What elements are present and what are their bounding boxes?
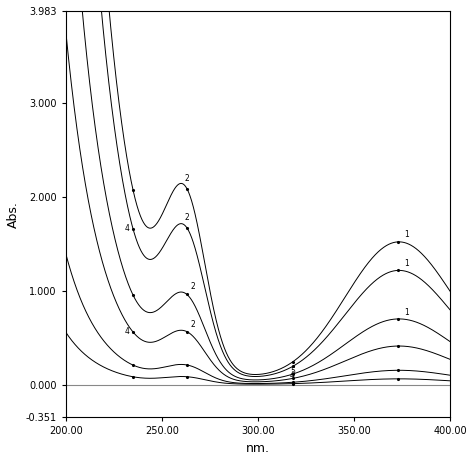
Text: 4: 4 [290,371,295,380]
Text: 2: 2 [191,320,195,329]
Text: 5: 5 [290,367,295,376]
Text: 4: 4 [124,224,129,233]
Text: 1: 1 [404,259,409,267]
Y-axis label: Abs.: Abs. [7,201,20,228]
X-axis label: nm.: nm. [246,442,270,455]
Text: 2: 2 [184,174,189,183]
Text: 2: 2 [184,213,189,222]
Text: 1: 1 [404,308,409,317]
Text: 1: 1 [404,230,409,239]
Text: 4: 4 [124,328,129,336]
Text: 2: 2 [191,282,195,291]
